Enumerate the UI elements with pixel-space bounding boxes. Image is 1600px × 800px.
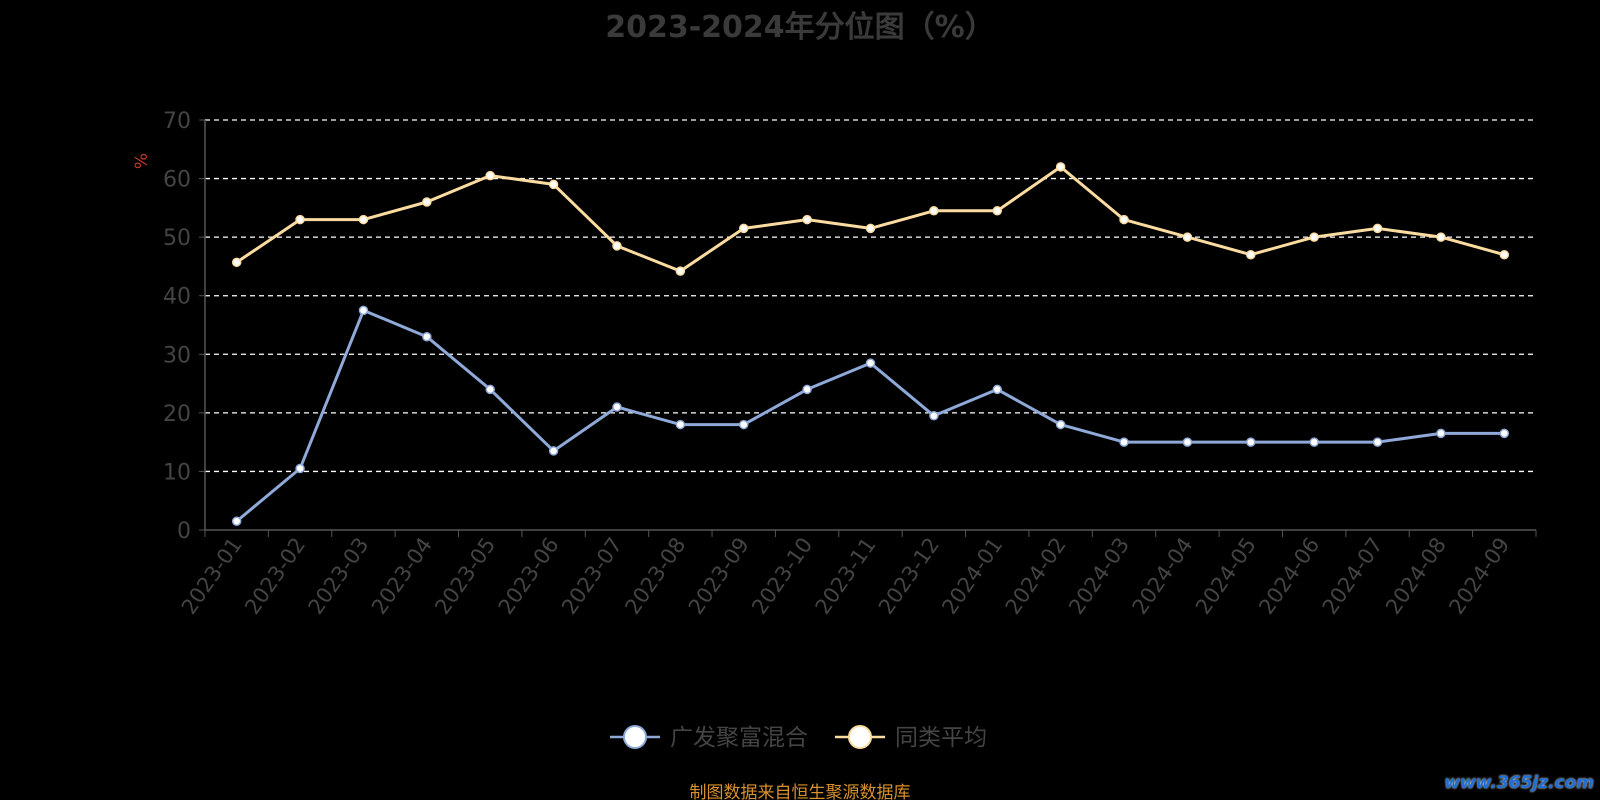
data-point-0 (1309, 437, 1319, 447)
series-line-0 (235, 308, 1505, 523)
y-tick-label: 20 (163, 402, 191, 427)
data-point-1 (1436, 232, 1446, 242)
x-tick-label: 2024-05 (1191, 533, 1261, 619)
x-tick-label: 2023-05 (430, 533, 500, 619)
x-tick-label: 2024-08 (1381, 533, 1451, 619)
data-point-0 (358, 305, 369, 316)
x-tick-label: 2024-02 (1001, 533, 1071, 619)
data-point-0 (295, 463, 305, 474)
x-tick-label: 2023-04 (367, 533, 437, 619)
x-tick-label: 2023-03 (304, 533, 374, 619)
x-tick-label: 2024-06 (1254, 533, 1324, 619)
x-tick-label: 2024-01 (937, 533, 1007, 619)
data-point-1 (802, 214, 812, 225)
y-axis-label: % (132, 153, 152, 169)
data-point-0 (548, 446, 559, 456)
data-point-1 (358, 214, 369, 225)
x-tick-label: 2024-09 (1444, 533, 1514, 619)
legend-marker-1 (848, 725, 872, 749)
x-tick-label: 2023-06 (494, 533, 564, 619)
y-tick-label: 30 (163, 343, 191, 368)
data-point-0 (1499, 428, 1510, 439)
data-point-1 (675, 266, 686, 276)
data-point-1 (1499, 249, 1510, 260)
data-point-1 (1372, 223, 1383, 234)
x-tick-label: 2023-12 (874, 533, 944, 619)
series-line-1 (235, 165, 1505, 273)
data-point-0 (1182, 437, 1193, 447)
data-point-0 (1055, 419, 1066, 430)
data-point-0 (865, 358, 876, 368)
data-point-1 (548, 179, 559, 190)
data-point-0 (675, 419, 686, 430)
x-tick-label: 2023-08 (620, 533, 690, 619)
y-tick-label: 50 (163, 226, 191, 251)
data-point-1 (992, 206, 1003, 216)
data-point-1 (865, 223, 876, 234)
data-point-0 (738, 419, 749, 430)
data-point-0 (1436, 428, 1446, 439)
data-point-1 (295, 214, 305, 225)
chart-title: 2023-2024年分位图（%） (605, 10, 995, 45)
x-tick-label: 2023-07 (557, 533, 627, 619)
x-tick-label: 2023-02 (240, 533, 310, 619)
y-tick-label: 60 (163, 168, 191, 193)
x-tick-label: 2023-11 (811, 533, 881, 619)
x-tick-label: 2023-10 (747, 533, 817, 619)
x-tick-label: 2023-01 (177, 533, 247, 619)
data-point-1 (929, 206, 939, 216)
data-source-note: 制图数据来自恒生聚源数据库 (689, 783, 911, 800)
data-point-0 (1372, 437, 1383, 447)
y-tick-label: 10 (163, 460, 191, 485)
y-tick-label: 70 (163, 109, 191, 134)
data-point-1 (1246, 249, 1256, 260)
data-point-0 (992, 384, 1003, 395)
data-point-1 (1309, 232, 1319, 242)
data-point-0 (1246, 437, 1256, 447)
y-tick-label: 0 (177, 519, 191, 544)
data-point-0 (485, 384, 495, 395)
data-point-1 (1182, 232, 1193, 242)
data-point-1 (1055, 162, 1066, 172)
legend-marker-0 (623, 725, 647, 749)
watermark: www.365jz.com (1444, 773, 1594, 793)
data-point-1 (422, 197, 432, 207)
legend-label-0: 广发聚富混合 (670, 725, 808, 751)
x-tick-label: 2024-07 (1318, 533, 1388, 619)
x-tick-label: 2024-04 (1128, 533, 1198, 619)
data-point-1 (1119, 214, 1129, 225)
legend-label-1: 同类平均 (895, 725, 987, 751)
data-point-0 (612, 402, 622, 412)
data-point-1 (612, 241, 622, 251)
data-point-0 (1119, 437, 1129, 447)
data-point-0 (929, 411, 939, 421)
data-point-0 (802, 384, 812, 395)
data-point-1 (231, 257, 242, 268)
data-point-0 (231, 516, 242, 526)
data-point-1 (738, 223, 749, 234)
y-tick-label: 40 (163, 285, 191, 310)
x-tick-label: 2024-03 (1064, 533, 1134, 619)
x-tick-label: 2023-09 (684, 533, 754, 619)
data-point-0 (422, 331, 432, 342)
data-point-1 (485, 170, 495, 181)
